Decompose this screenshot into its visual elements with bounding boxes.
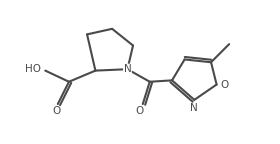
Text: O: O: [135, 106, 144, 116]
Text: O: O: [220, 79, 228, 90]
Text: N: N: [190, 103, 198, 113]
Text: N: N: [123, 64, 131, 74]
Text: O: O: [52, 106, 60, 116]
Text: HO: HO: [25, 64, 41, 74]
